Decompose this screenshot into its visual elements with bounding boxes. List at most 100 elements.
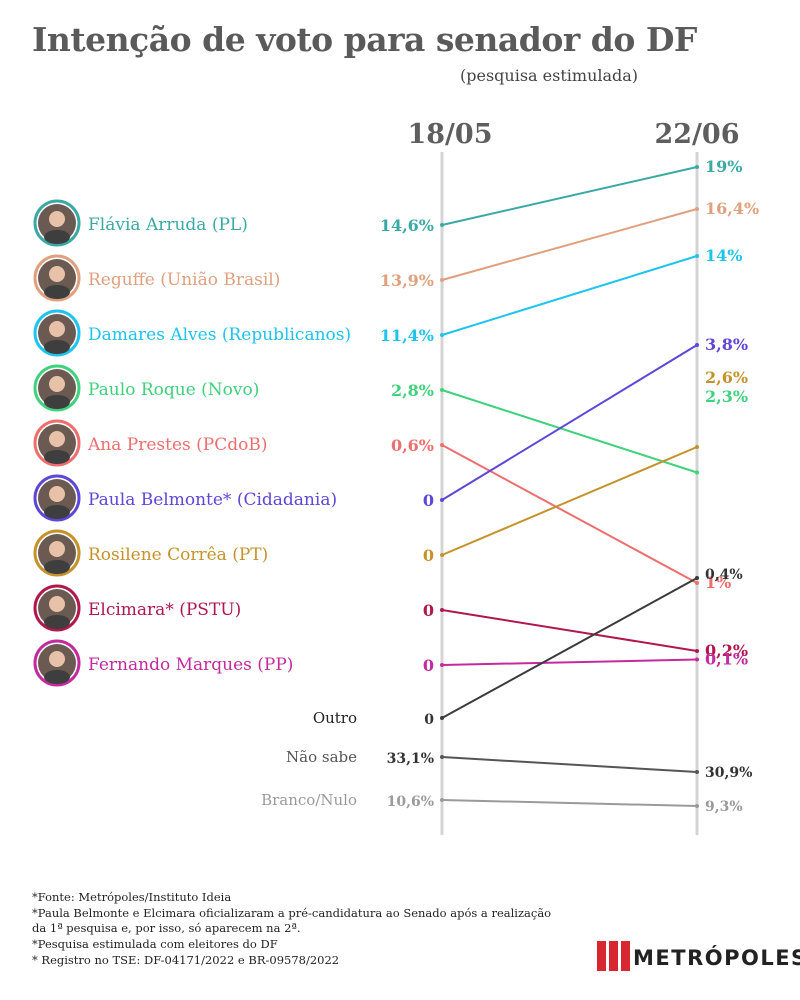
- candidate-name: Paulo Roque (Novo): [88, 380, 259, 400]
- series-point-end: [695, 470, 699, 475]
- value-label-22-06: 2,6%: [705, 368, 748, 387]
- candidate-photo-shoulders: [44, 285, 70, 299]
- candidate-photo-shoulders: [44, 560, 70, 574]
- series-line: [441, 166, 698, 226]
- series-point-start: [440, 663, 444, 667]
- candidate-name: Reguffe (União Brasil): [88, 270, 280, 290]
- candidate-photo-face: [49, 376, 65, 392]
- slope-chart: 18/05 22/06 14,6% 19% Flávia Arruda (PL) 13,9…: [33, 119, 759, 835]
- footnote-candidates: *Paula Belmonte e Elcimara oficializaram…: [32, 906, 552, 920]
- series-point-end: [695, 254, 699, 258]
- candidate-photo-face: [49, 211, 65, 227]
- value-label-18-05: 0: [423, 546, 434, 565]
- value-label-18-05: 33,1%: [387, 751, 434, 767]
- series-line: [441, 344, 698, 501]
- page-title: Intenção de voto para senador do DF: [32, 20, 697, 59]
- value-label-22-06: 0,2%: [705, 641, 748, 660]
- value-label-22-06: 9,3%: [705, 799, 743, 815]
- series-point-start: [440, 716, 444, 720]
- footnote-registry: * Registro no TSE: DF-04171/2022 e BR-09…: [32, 953, 340, 967]
- value-label-22-06: 2,3%: [705, 387, 748, 406]
- candidate-photo-face: [49, 651, 65, 667]
- value-label-18-05: 0,6%: [391, 436, 434, 455]
- value-label-18-05: 2,8%: [391, 381, 434, 400]
- candidate-photo-shoulders: [44, 395, 70, 409]
- candidate-photo-shoulders: [44, 340, 70, 354]
- row-name: Outro: [313, 709, 357, 727]
- series-point-end: [695, 165, 699, 169]
- value-label-18-05: 13,9%: [380, 271, 434, 290]
- row-name: Branco/Nulo: [261, 791, 357, 809]
- series-point-end: [695, 576, 699, 580]
- row-name: Não sabe: [286, 748, 357, 766]
- series-line: [441, 658, 698, 666]
- series-line: [441, 756, 698, 773]
- candidate-photo-face: [49, 541, 65, 557]
- value-label-18-05: 0: [424, 712, 434, 728]
- logo-mark-bar: [621, 941, 630, 971]
- axis-header-2: 22/06: [654, 119, 739, 150]
- candidate-photo-shoulders: [44, 450, 70, 464]
- series-point-end: [695, 581, 699, 585]
- candidate-photo-shoulders: [44, 230, 70, 244]
- series-point-start: [440, 278, 444, 282]
- value-label-22-06: 0,4%: [705, 567, 743, 583]
- axis-header-1: 18/05: [407, 119, 492, 150]
- series-point-end: [695, 770, 699, 774]
- value-label-18-05: 10,6%: [387, 794, 434, 810]
- series-point-end: [695, 343, 699, 347]
- logo-mark-bar: [597, 941, 606, 971]
- value-label-18-05: 0: [423, 491, 434, 510]
- series-point-start: [440, 608, 444, 612]
- candidate-name: Flávia Arruda (PL): [88, 215, 248, 235]
- page-subtitle: (pesquisa estimulada): [460, 66, 639, 85]
- footnote-candidates-cont: da 1ª pesquisa e, por isso, só aparecem …: [32, 921, 301, 935]
- candidate-photo-face: [49, 431, 65, 447]
- candidate-photo-face: [49, 596, 65, 612]
- series-line: [441, 577, 698, 719]
- value-label-22-06: 30,9%: [705, 765, 752, 781]
- footnote-source: *Fonte: Metrópoles/Instituto Ideia: [32, 890, 232, 904]
- series-point-start: [440, 498, 444, 502]
- candidate-photo-face: [49, 266, 65, 282]
- value-label-22-06: 16,4%: [705, 199, 759, 218]
- value-label-22-06: 14%: [705, 246, 742, 265]
- value-label-22-06: 1%: [705, 573, 731, 592]
- candidate-photo-face: [49, 321, 65, 337]
- series-point-end: [695, 649, 699, 653]
- logo-mark-bar: [609, 941, 618, 971]
- series-point-end: [695, 445, 699, 449]
- series-line: [441, 446, 698, 556]
- series-line: [441, 208, 698, 281]
- candidate-name: Ana Prestes (PCdoB): [87, 435, 267, 455]
- value-label-22-06: 0,1%: [705, 650, 748, 669]
- footnote-method: *Pesquisa estimulada com eleitores do DF: [32, 937, 278, 951]
- candidate-name: Damares Alves (Republicanos): [88, 325, 351, 345]
- value-label-22-06: 3,8%: [705, 335, 748, 354]
- series-point-start: [440, 388, 444, 392]
- series-point-start: [440, 223, 444, 227]
- series-line: [441, 609, 698, 652]
- candidate-name: Paula Belmonte* (Cidadania): [88, 490, 337, 510]
- series-point-end: [695, 207, 699, 211]
- candidate-name: Fernando Marques (PP): [88, 655, 293, 675]
- series-point-start: [440, 553, 444, 557]
- series-line: [441, 444, 698, 584]
- logo-wordmark: METRÓPOLES: [633, 946, 800, 970]
- candidate-photo-face: [49, 486, 65, 502]
- series-line: [441, 255, 698, 336]
- candidate-name: Rosilene Corrêa (PT): [88, 545, 268, 565]
- series-point-start: [440, 333, 444, 337]
- value-label-18-05: 11,4%: [380, 326, 434, 345]
- series-point-end: [695, 804, 699, 808]
- value-label-22-06: 19%: [705, 157, 742, 176]
- candidate-photo-shoulders: [44, 670, 70, 684]
- candidate-photo-shoulders: [44, 505, 70, 519]
- series-point-start: [440, 755, 444, 759]
- series-point-start: [440, 443, 444, 447]
- value-label-18-05: 14,6%: [380, 216, 434, 235]
- candidate-name: Elcimara* (PSTU): [88, 600, 241, 620]
- value-label-18-05: 0: [423, 656, 434, 675]
- series-line: [441, 799, 698, 807]
- candidate-photo-shoulders: [44, 615, 70, 629]
